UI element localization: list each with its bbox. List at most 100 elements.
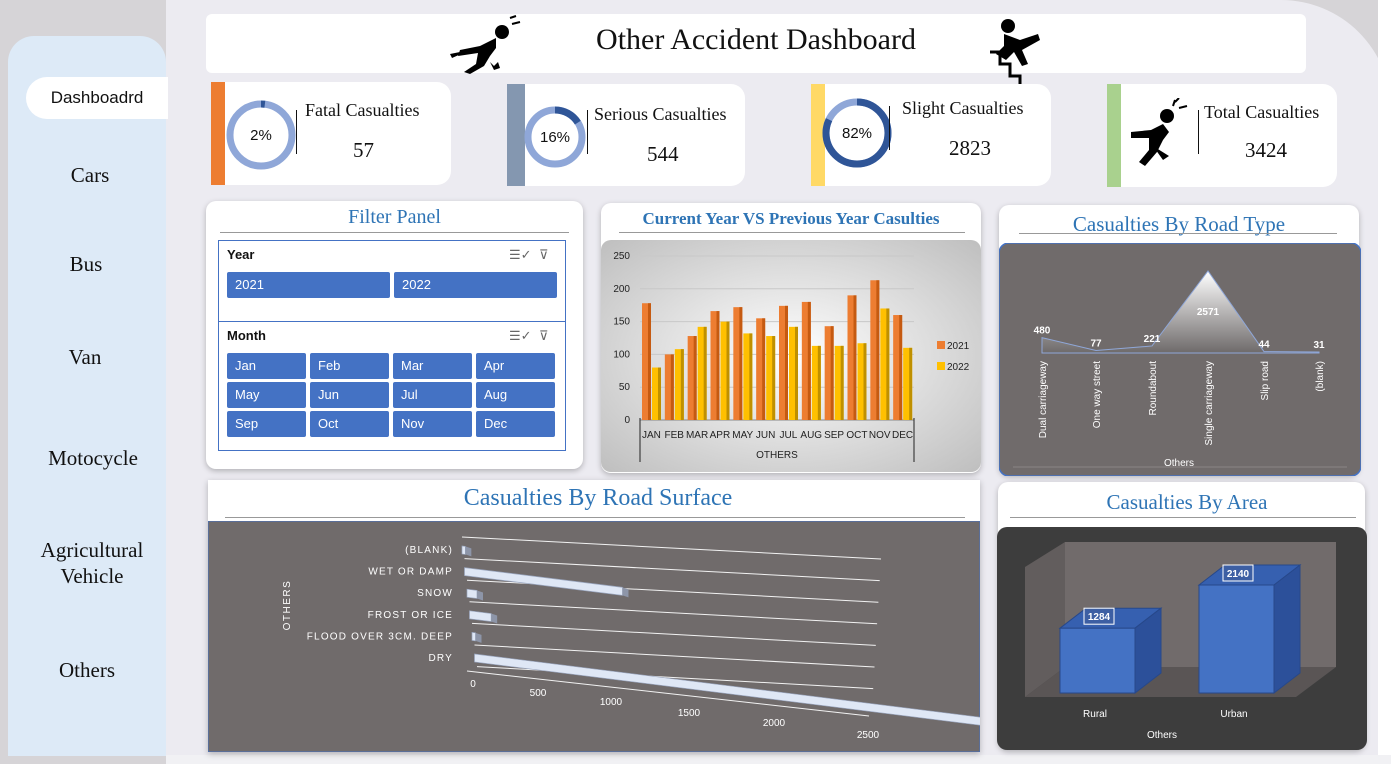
yoy-bar-2021-nov	[870, 280, 880, 420]
clear-filter-icon[interactable]: ⊽	[539, 328, 549, 343]
sidebar-item-label: Van	[68, 345, 102, 369]
year-option[interactable]: 2022	[394, 272, 557, 298]
bar-face	[847, 295, 857, 420]
bar-face	[801, 301, 811, 420]
month-option-jan[interactable]: Jan	[227, 353, 306, 379]
bar-face	[1198, 584, 1275, 694]
surface-gridline	[466, 670, 870, 717]
yoy-bar-2021-jun	[756, 318, 766, 420]
sidebar-item-cars[interactable]: Cars	[20, 162, 160, 188]
yoy-bar-2022-apr	[720, 321, 730, 420]
bar-side	[807, 301, 811, 420]
year-slicer: Year ☰✓ ⊽ 2021 2022	[218, 240, 566, 322]
bar-face	[779, 305, 788, 420]
surface-bar-end	[622, 587, 629, 598]
yoy-xtick: JUL	[780, 430, 798, 441]
bar-face	[834, 345, 844, 420]
month-option-oct[interactable]: Oct	[310, 411, 389, 437]
bar-face	[1059, 627, 1136, 694]
bar-side	[886, 308, 890, 420]
kpi-slight-value: 2823	[949, 136, 991, 160]
sidebar-item-bus[interactable]: Bus	[16, 251, 156, 277]
legend-2021-label: 2021	[947, 341, 970, 352]
sidebar-item-label: Agricultural	[40, 538, 144, 562]
kpi-accent-bar	[507, 84, 525, 186]
sidebar-item-label: Cars	[70, 163, 110, 187]
surface-bar-wet-or-damp	[464, 567, 623, 596]
surface-gridline	[461, 536, 882, 560]
title-bar: Other Accident Dashboard	[206, 14, 1306, 73]
sidebar-item-motocycle[interactable]: Motocycle	[23, 445, 163, 471]
surface-category-label: DRY	[428, 653, 453, 664]
yoy-bar-2022-jul	[789, 326, 798, 420]
area-title: Casualties By Area	[1106, 490, 1268, 514]
multi-select-icon[interactable]: ☰✓	[509, 247, 532, 262]
falling-person-icon	[1131, 98, 1188, 166]
clear-filter-icon[interactable]: ⊽	[539, 247, 549, 262]
month-option-may[interactable]: May	[227, 382, 306, 408]
sidebar-item-agricultural-vehicle[interactable]: Agricultural Vehicle	[22, 537, 162, 589]
surface-xtick: 2000	[763, 718, 786, 729]
road-type-data-label: 31	[1313, 340, 1325, 351]
month-option-jun[interactable]: Jun	[310, 382, 389, 408]
surface-bar-dry	[474, 653, 980, 726]
bar-face	[893, 315, 903, 420]
month-option-mar[interactable]: Mar	[393, 353, 472, 379]
yoy-bar-2021-feb	[664, 354, 674, 420]
surface-gridline	[471, 622, 876, 646]
surface-ylabel: OTHERS	[282, 580, 293, 631]
serious-donut-chart: 16%	[524, 106, 586, 168]
yoy-xtick: MAR	[686, 430, 708, 441]
kpi-fatal-label: Fatal Casualties	[305, 100, 420, 120]
sidebar-item-others[interactable]: Others	[17, 657, 157, 683]
month-option-feb[interactable]: Feb	[310, 353, 389, 379]
bar-side	[670, 354, 674, 420]
sidebar-item-label: Vehicle	[60, 564, 124, 588]
yoy-ytick: 0	[624, 415, 630, 426]
yoy-bar-2021-may	[733, 307, 743, 420]
bar-face	[687, 336, 697, 420]
bar-side	[795, 326, 798, 420]
donut-arc	[822, 98, 892, 168]
month-option-nov[interactable]: Nov	[393, 411, 472, 437]
surface-bar-snow	[466, 588, 478, 599]
surface-category-label: WET OR DAMP	[368, 567, 453, 578]
area-chart: 1284 Rural 2140 Urban Others	[997, 527, 1367, 750]
sidebar-item-van[interactable]: Van	[15, 344, 155, 370]
bar-face	[857, 343, 867, 420]
yoy-bar-2022-sep	[834, 345, 844, 420]
surface-bar-end	[491, 613, 498, 624]
surface-bar-end	[465, 546, 472, 557]
right-edge	[1378, 0, 1391, 764]
yoy-bar-2022-oct	[857, 343, 867, 420]
kpi-total-label: Total Casualties	[1204, 102, 1320, 122]
area-data-label: 1284	[1088, 612, 1111, 623]
month-option-jul[interactable]: Jul	[393, 382, 472, 408]
bar-side	[830, 326, 834, 420]
yoy-xtick: OCT	[846, 430, 867, 441]
surface-xtick: 2500	[857, 730, 880, 741]
stairs-fall-icon	[990, 19, 1040, 88]
road-type-xtick: Single carriageway	[1204, 361, 1215, 446]
month-slicer: Month ☰✓ ⊽ Jan Feb Mar Apr May Jun Jul Aug Sep Oc…	[218, 321, 566, 451]
bar-face	[710, 311, 720, 420]
year-option[interactable]: 2021	[227, 272, 390, 298]
sidebar-item-dashboard[interactable]: Dashboadrd	[26, 77, 168, 119]
multi-select-icon[interactable]: ☰✓	[509, 328, 532, 343]
donut-arc	[226, 100, 296, 170]
page-title: Other Accident Dashboard	[596, 23, 916, 56]
year-comparison-title: Current Year VS Previous Year Casulties	[642, 209, 940, 228]
month-option-apr[interactable]: Apr	[476, 353, 555, 379]
area-bar-urban	[1197, 563, 1302, 695]
road-type-title: Casualties By Road Type	[1072, 212, 1286, 236]
month-option-dec[interactable]: Dec	[476, 411, 555, 437]
road-type-area-series	[1041, 270, 1320, 354]
month-option-aug[interactable]: Aug	[476, 382, 555, 408]
kpi-serious-card: 16% Serious Casualties 544	[507, 84, 745, 186]
yoy-xtick: MAY	[732, 430, 753, 441]
bar-side	[749, 333, 753, 420]
month-option-sep[interactable]: Sep	[227, 411, 306, 437]
yoy-bar-2021-dec	[893, 315, 903, 420]
surface-category-label: (BLANK)	[405, 545, 453, 556]
bar-side	[863, 343, 867, 420]
